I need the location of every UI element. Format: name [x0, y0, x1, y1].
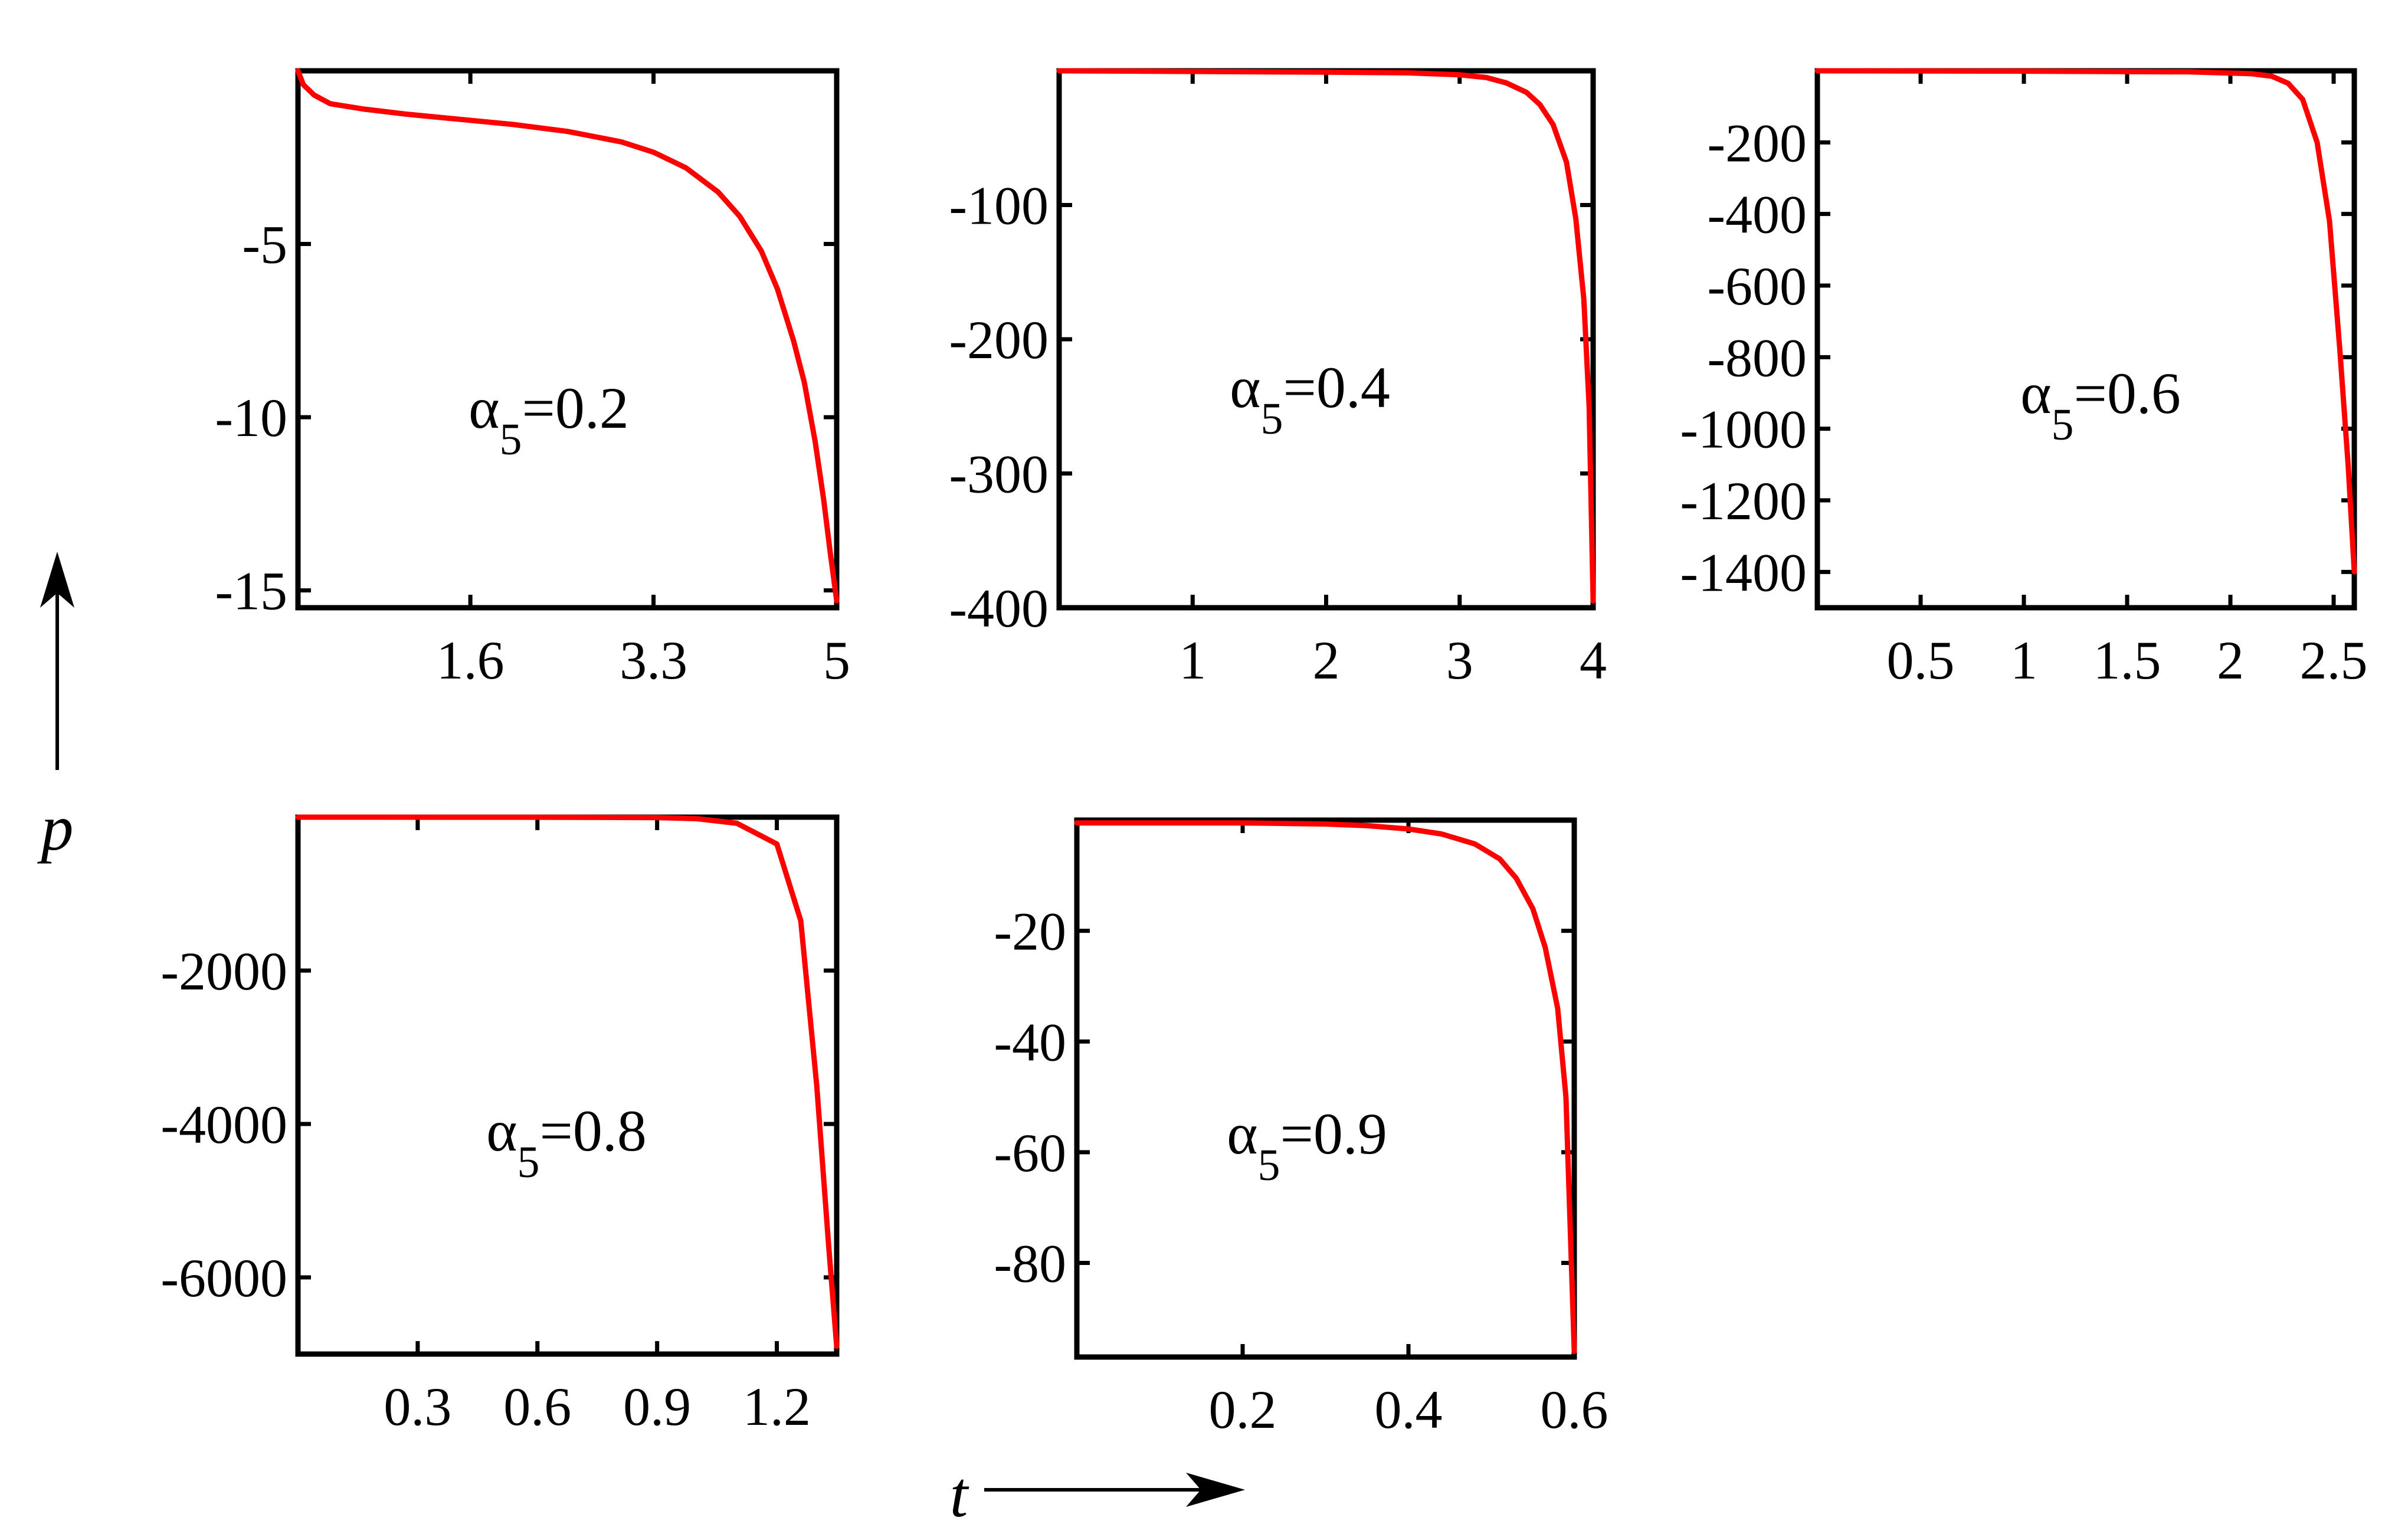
y-tick-label: -400	[1707, 185, 1807, 245]
panel-alpha-0-9: 0.2 0.4 0.6 -20 -40 -60 -80 α5=0.9	[994, 817, 1608, 1440]
plot-frame	[1074, 817, 1577, 1360]
y-tick-label: -5	[242, 215, 287, 275]
panel-label: α5=0.6	[2020, 360, 2181, 450]
panel-label: α5=0.9	[1227, 1101, 1387, 1190]
plot-frame	[295, 814, 840, 1357]
x-tick-label: 0.5	[1887, 630, 1955, 690]
y-tick-label: -10	[215, 388, 287, 448]
plot-frame	[1814, 68, 2357, 611]
x-tick-label: 0.2	[1209, 1379, 1277, 1440]
x-tick-label: 3	[1446, 630, 1473, 690]
y-tick-label: -2000	[160, 941, 287, 1001]
x-tick-label: 2	[1313, 630, 1340, 690]
y-tick-label: -4000	[160, 1094, 287, 1155]
y-tick-label: -15	[215, 561, 287, 621]
series-line	[295, 68, 840, 604]
x-tick-label: 1	[2010, 630, 2037, 690]
y-tick-label: -100	[949, 176, 1049, 236]
y-tick-label: -200	[1707, 113, 1807, 173]
p-axis-arrowhead	[40, 552, 74, 608]
series-line	[1814, 68, 2357, 575]
t-axis-arrowhead	[1186, 1473, 1245, 1507]
y-tick-label: -200	[949, 310, 1049, 370]
x-tick-label: 2	[2217, 630, 2244, 690]
y-tick-label: -1000	[1680, 399, 1807, 460]
x-tick-label: 0.4	[1375, 1379, 1443, 1440]
y-tick-label: -1400	[1680, 542, 1807, 602]
x-tick-label: 4	[1580, 630, 1607, 690]
p-axis-label: p	[37, 792, 74, 864]
y-tick-label: -600	[1707, 256, 1807, 316]
panel-alpha-0-8: 0.3 0.6 0.9 1.2 -2000 -4000 -6000 α5=0.8	[160, 814, 840, 1437]
y-tick-label: -20	[994, 902, 1066, 962]
x-tick-label: 1.2	[743, 1376, 811, 1437]
y-tick-label: -400	[949, 578, 1049, 638]
x-tick-label: 1	[1179, 630, 1206, 690]
y-tick-label: -60	[994, 1123, 1066, 1183]
x-tick-label: 5	[823, 630, 850, 690]
x-tick-label: 2.5	[2300, 630, 2368, 690]
panel-label: α5=0.4	[1230, 355, 1390, 444]
y-tick-label: -80	[994, 1234, 1066, 1294]
y-tick-label: -6000	[160, 1248, 287, 1308]
plot-frame	[295, 68, 840, 611]
x-tick-label: 0.9	[623, 1376, 691, 1437]
x-tick-label: 0.3	[384, 1376, 451, 1437]
panel-alpha-0-4: 1 2 3 4 -100 -200 -300 -400 α5=0.4	[949, 68, 1607, 690]
y-tick-label: -1200	[1680, 471, 1807, 531]
panel-alpha-0-6: 0.5 1 1.5 2 2.5 -200 -400 -600 -800 -1000 -1200 -14…	[1680, 68, 2368, 690]
y-tick-label: -300	[949, 444, 1049, 504]
panel-alpha-0-2: 1.6 3.3 5 -5 -10 -15 α5=0.2	[215, 68, 850, 690]
plot-frame	[1056, 68, 1596, 611]
x-tick-label: 1.6	[437, 630, 504, 690]
y-tick-label: -40	[994, 1012, 1066, 1072]
t-axis-label: t	[950, 1459, 969, 1524]
panel-label: α5=0.2	[469, 375, 629, 464]
x-tick-label: 0.6	[503, 1376, 571, 1437]
series-line	[295, 814, 840, 1349]
series-line	[1074, 820, 1577, 1355]
x-tick-label: 1.5	[2094, 630, 2161, 690]
x-tick-label: 3.3	[620, 630, 687, 690]
series-line	[1056, 68, 1596, 604]
panel-label: α5=0.8	[486, 1098, 647, 1187]
x-tick-label: 0.6	[1541, 1379, 1608, 1440]
y-tick-label: -800	[1707, 327, 1807, 388]
